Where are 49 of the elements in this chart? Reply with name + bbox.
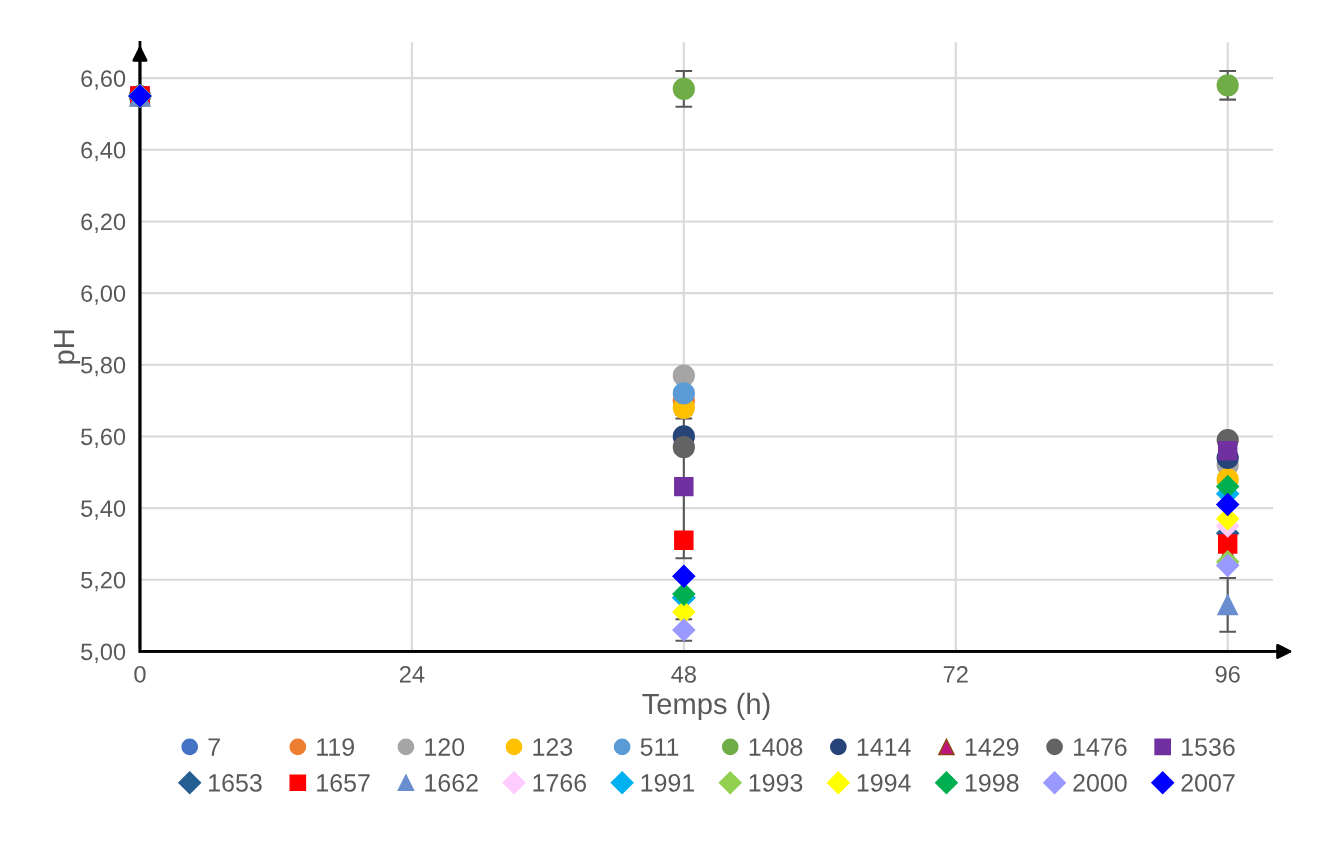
legend-label: 1476 <box>1073 738 1127 756</box>
legend-label: 1408 <box>749 738 803 756</box>
y-tick-label: 6,40 <box>81 141 126 162</box>
y-tick-label: 6,20 <box>81 213 126 234</box>
point <box>672 382 695 405</box>
point <box>1216 475 1240 499</box>
point <box>1217 441 1238 461</box>
legend-label: 1429 <box>965 738 1019 756</box>
legend-label: 2000 <box>1073 774 1127 792</box>
x-tick-label: 0 <box>134 665 146 683</box>
point <box>1216 74 1239 97</box>
legend-label: 119 <box>317 738 354 756</box>
x-tick-label: 72 <box>943 665 968 683</box>
legend-label: 1657 <box>317 774 370 792</box>
x-tick-label: 48 <box>671 665 696 683</box>
point <box>672 436 695 459</box>
point <box>672 564 696 588</box>
x-tick-label: 96 <box>1215 665 1240 683</box>
legend-label: 511 <box>640 738 679 756</box>
y-tick-label: 5,80 <box>81 356 126 377</box>
y-tick-label: 5,20 <box>81 571 126 592</box>
legend-label: 120 <box>425 738 465 756</box>
point <box>674 476 694 497</box>
x-tick-label: 24 <box>399 665 425 683</box>
point <box>1217 594 1239 616</box>
legend-label: 1998 <box>965 774 1019 792</box>
y-tick-label: 6,00 <box>81 285 126 305</box>
y-axis-title: pH <box>54 330 81 364</box>
point <box>672 77 695 100</box>
point <box>1217 534 1238 554</box>
legend-label: 1991 <box>641 774 695 792</box>
y-tick-label: 5,40 <box>81 500 126 520</box>
legend-label: 1994 <box>857 774 911 792</box>
y-tick-label: 6,60 <box>81 70 126 90</box>
legend-label: 1536 <box>1182 738 1235 756</box>
legend-label: 123 <box>533 738 573 756</box>
legend-label: 1414 <box>857 738 911 756</box>
legend-label: 2007 <box>1181 774 1235 792</box>
legend-label: 1653 <box>209 774 262 792</box>
point <box>672 364 695 387</box>
legend-label: 1993 <box>749 774 803 792</box>
point <box>1216 493 1240 517</box>
legend-label: 7 <box>208 738 220 756</box>
legend-label: 1766 <box>533 774 587 792</box>
y-tick-label: 5,60 <box>81 428 126 449</box>
x-axis-title: Temps (h) <box>642 692 770 721</box>
y-tick-label: 5,00 <box>81 643 126 663</box>
legend-label: 1662 <box>425 774 478 792</box>
point <box>674 530 694 551</box>
